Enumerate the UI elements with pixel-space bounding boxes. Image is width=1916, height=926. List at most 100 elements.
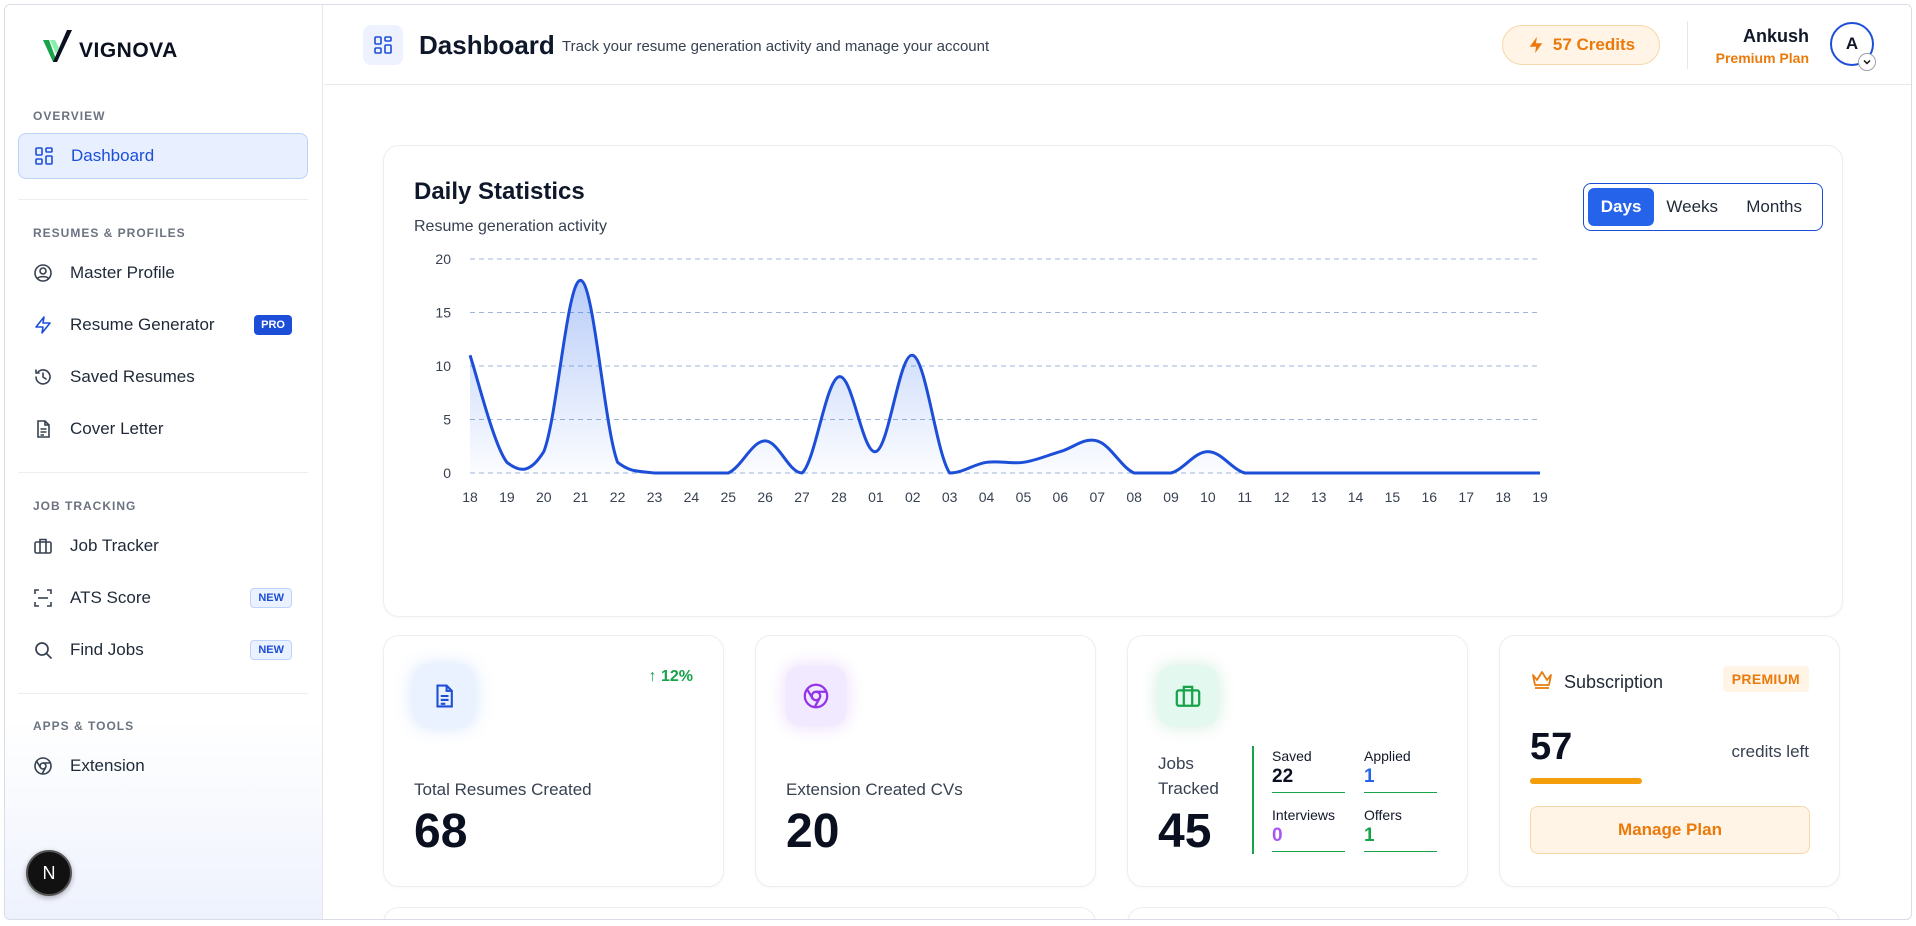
x-tick-label: 07: [1089, 489, 1105, 505]
area-fill: [470, 280, 1540, 473]
data-point[interactable]: [796, 467, 808, 479]
data-point[interactable]: [981, 456, 993, 468]
data-point[interactable]: [1202, 446, 1214, 458]
page-title: Dashboard: [419, 30, 555, 60]
jobs-stat-icon-wrap: [1158, 666, 1218, 726]
data-point[interactable]: [907, 349, 919, 361]
sidebar-item-dashboard[interactable]: Dashboard: [18, 133, 308, 179]
data-point[interactable]: [612, 456, 624, 468]
data-point[interactable]: [833, 371, 845, 383]
data-point[interactable]: [722, 467, 734, 479]
sidebar-item-resume-generator[interactable]: Resume Generator PRO: [18, 302, 308, 348]
divider: [1252, 746, 1254, 854]
x-tick-label: 21: [573, 489, 589, 505]
data-point[interactable]: [575, 274, 587, 286]
crown-icon: [1532, 671, 1552, 689]
lower-card-right: [1127, 907, 1840, 919]
sidebar-item-label: Cover Letter: [70, 419, 164, 438]
data-point[interactable]: [464, 349, 476, 361]
sidebar-item-extension[interactable]: Extension: [18, 743, 308, 789]
stat-value: 45: [1158, 805, 1212, 858]
data-point[interactable]: [1423, 467, 1435, 479]
data-point[interactable]: [1386, 467, 1398, 479]
manage-plan-button[interactable]: Manage Plan: [1530, 806, 1810, 854]
sidebar-item-master-profile[interactable]: Master Profile: [18, 250, 308, 296]
total-resumes-card: ↑ 12% Total Resumes Created 68: [383, 635, 724, 887]
stat-value: 68: [414, 805, 468, 858]
data-point[interactable]: [501, 456, 513, 468]
divider: [18, 199, 308, 200]
x-tick-label: 14: [1348, 489, 1364, 505]
next-dev-button[interactable]: N: [26, 850, 72, 896]
credits-progress-fill: [1530, 778, 1642, 784]
section-title-overview: OVERVIEW: [33, 109, 106, 123]
data-point[interactable]: [759, 435, 771, 447]
tab-months[interactable]: Months: [1746, 197, 1803, 216]
data-point[interactable]: [1534, 467, 1546, 479]
data-point[interactable]: [1054, 446, 1066, 458]
subscription-title: Subscription: [1564, 672, 1664, 692]
x-tick-label: 27: [794, 489, 810, 505]
grid-icon: [35, 147, 53, 165]
data-point[interactable]: [1017, 456, 1029, 468]
saved-label: Saved: [1272, 748, 1312, 764]
credits-badge[interactable]: 57 Credits: [1502, 25, 1660, 65]
chart-subtitle: Resume generation activity: [414, 218, 607, 235]
interviews-label: Interviews: [1272, 807, 1336, 823]
brand-logo[interactable]: VIGNOVA: [41, 27, 178, 67]
x-tick-label: 19: [1532, 489, 1548, 505]
data-point[interactable]: [538, 446, 550, 458]
credits-label: 57 Credits: [1552, 35, 1636, 54]
sidebar-item-cover-letter[interactable]: Cover Letter: [18, 406, 308, 452]
avatar[interactable]: A: [1830, 22, 1874, 66]
x-tick-label: 03: [942, 489, 958, 505]
avatar-menu-toggle[interactable]: [1858, 53, 1876, 71]
scan-icon: [34, 589, 52, 607]
credits-count: 57: [1530, 726, 1573, 768]
data-point[interactable]: [1091, 435, 1103, 447]
extension-cvs-card: Extension Created CVs 20: [755, 635, 1096, 887]
period-toggle: Days Weeks Months: [1583, 183, 1823, 231]
user-plan: Premium Plan: [1715, 50, 1809, 66]
data-point[interactable]: [944, 467, 956, 479]
tab-weeks[interactable]: Weeks: [1666, 197, 1719, 216]
brand-name: VIGNOVA: [79, 39, 178, 62]
data-point[interactable]: [1165, 467, 1177, 479]
data-point[interactable]: [1239, 467, 1251, 479]
data-point[interactable]: [648, 467, 660, 479]
x-tick-label: 17: [1458, 489, 1474, 505]
briefcase-icon: [1175, 685, 1201, 707]
data-point[interactable]: [1128, 467, 1140, 479]
arrow-up-icon: ↑: [648, 668, 657, 685]
tab-days[interactable]: Days: [1588, 188, 1655, 226]
document-icon: [436, 684, 453, 708]
data-point[interactable]: [685, 467, 697, 479]
data-point[interactable]: [1276, 467, 1288, 479]
new-badge: NEW: [250, 640, 292, 660]
sidebar: VIGNOVA OVERVIEW Dashboard RESUMES & PRO…: [5, 5, 323, 919]
x-tick-label: 08: [1126, 489, 1142, 505]
data-point[interactable]: [1460, 467, 1472, 479]
y-tick-label: 0: [443, 465, 451, 481]
data-point[interactable]: [870, 446, 882, 458]
data-point[interactable]: [1497, 467, 1509, 479]
daily-statistics-card: Daily Statistics Resume generation activ…: [383, 145, 1843, 617]
history-icon: [35, 369, 51, 385]
document-icon: [37, 420, 50, 438]
sidebar-item-job-tracker[interactable]: Job Tracker: [18, 523, 308, 569]
chart-title: Daily Statistics: [414, 178, 585, 205]
y-tick-label: 5: [443, 412, 451, 428]
data-point[interactable]: [1313, 467, 1325, 479]
x-tick-label: 19: [499, 489, 515, 505]
sidebar-item-ats-score[interactable]: ATS Score NEW: [18, 575, 308, 621]
user-circle-icon: [34, 264, 52, 282]
new-badge: NEW: [250, 588, 292, 608]
data-point[interactable]: [1350, 467, 1362, 479]
stat-label: Extension Created CVs: [786, 780, 963, 799]
user-name: Ankush: [1742, 26, 1809, 46]
x-tick-label: 18: [1495, 489, 1511, 505]
x-tick-label: 15: [1385, 489, 1401, 505]
extension-stat-icon-wrap: [786, 666, 846, 726]
sidebar-item-find-jobs[interactable]: Find Jobs NEW: [18, 627, 308, 673]
sidebar-item-saved-resumes[interactable]: Saved Resumes: [18, 354, 308, 400]
